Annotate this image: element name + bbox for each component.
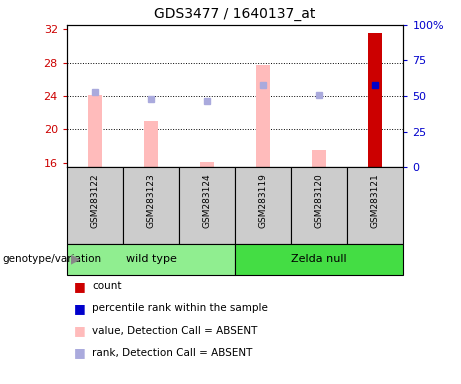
Text: GSM283121: GSM283121 — [371, 173, 380, 228]
Text: ▶: ▶ — [71, 253, 81, 266]
Bar — [144, 121, 158, 167]
Text: rank, Detection Call = ABSENT: rank, Detection Call = ABSENT — [92, 348, 253, 358]
Bar — [312, 150, 326, 167]
Text: ■: ■ — [74, 324, 85, 337]
Text: ■: ■ — [74, 280, 85, 293]
Text: genotype/variation: genotype/variation — [2, 254, 101, 264]
Text: count: count — [92, 281, 122, 291]
Bar — [67, 167, 123, 244]
Bar — [347, 167, 403, 244]
Bar — [235, 167, 291, 244]
Text: GSM283119: GSM283119 — [259, 173, 268, 228]
Bar — [88, 95, 102, 167]
Bar — [123, 167, 179, 244]
Bar — [235, 244, 403, 275]
Text: value, Detection Call = ABSENT: value, Detection Call = ABSENT — [92, 326, 258, 336]
Text: wild type: wild type — [125, 254, 177, 264]
Bar — [200, 162, 214, 167]
Text: GSM283120: GSM283120 — [315, 173, 324, 228]
Text: Zelda null: Zelda null — [291, 254, 347, 264]
Bar — [179, 167, 235, 244]
Text: percentile rank within the sample: percentile rank within the sample — [92, 303, 268, 313]
Bar — [67, 244, 235, 275]
Title: GDS3477 / 1640137_at: GDS3477 / 1640137_at — [154, 7, 316, 21]
Bar — [256, 65, 270, 167]
Text: GSM283122: GSM283122 — [90, 173, 100, 228]
Bar — [368, 33, 382, 167]
Bar — [291, 167, 347, 244]
Text: GSM283124: GSM283124 — [202, 173, 212, 228]
Text: GSM283123: GSM283123 — [147, 173, 155, 228]
Text: ■: ■ — [74, 346, 85, 359]
Text: ■: ■ — [74, 302, 85, 315]
